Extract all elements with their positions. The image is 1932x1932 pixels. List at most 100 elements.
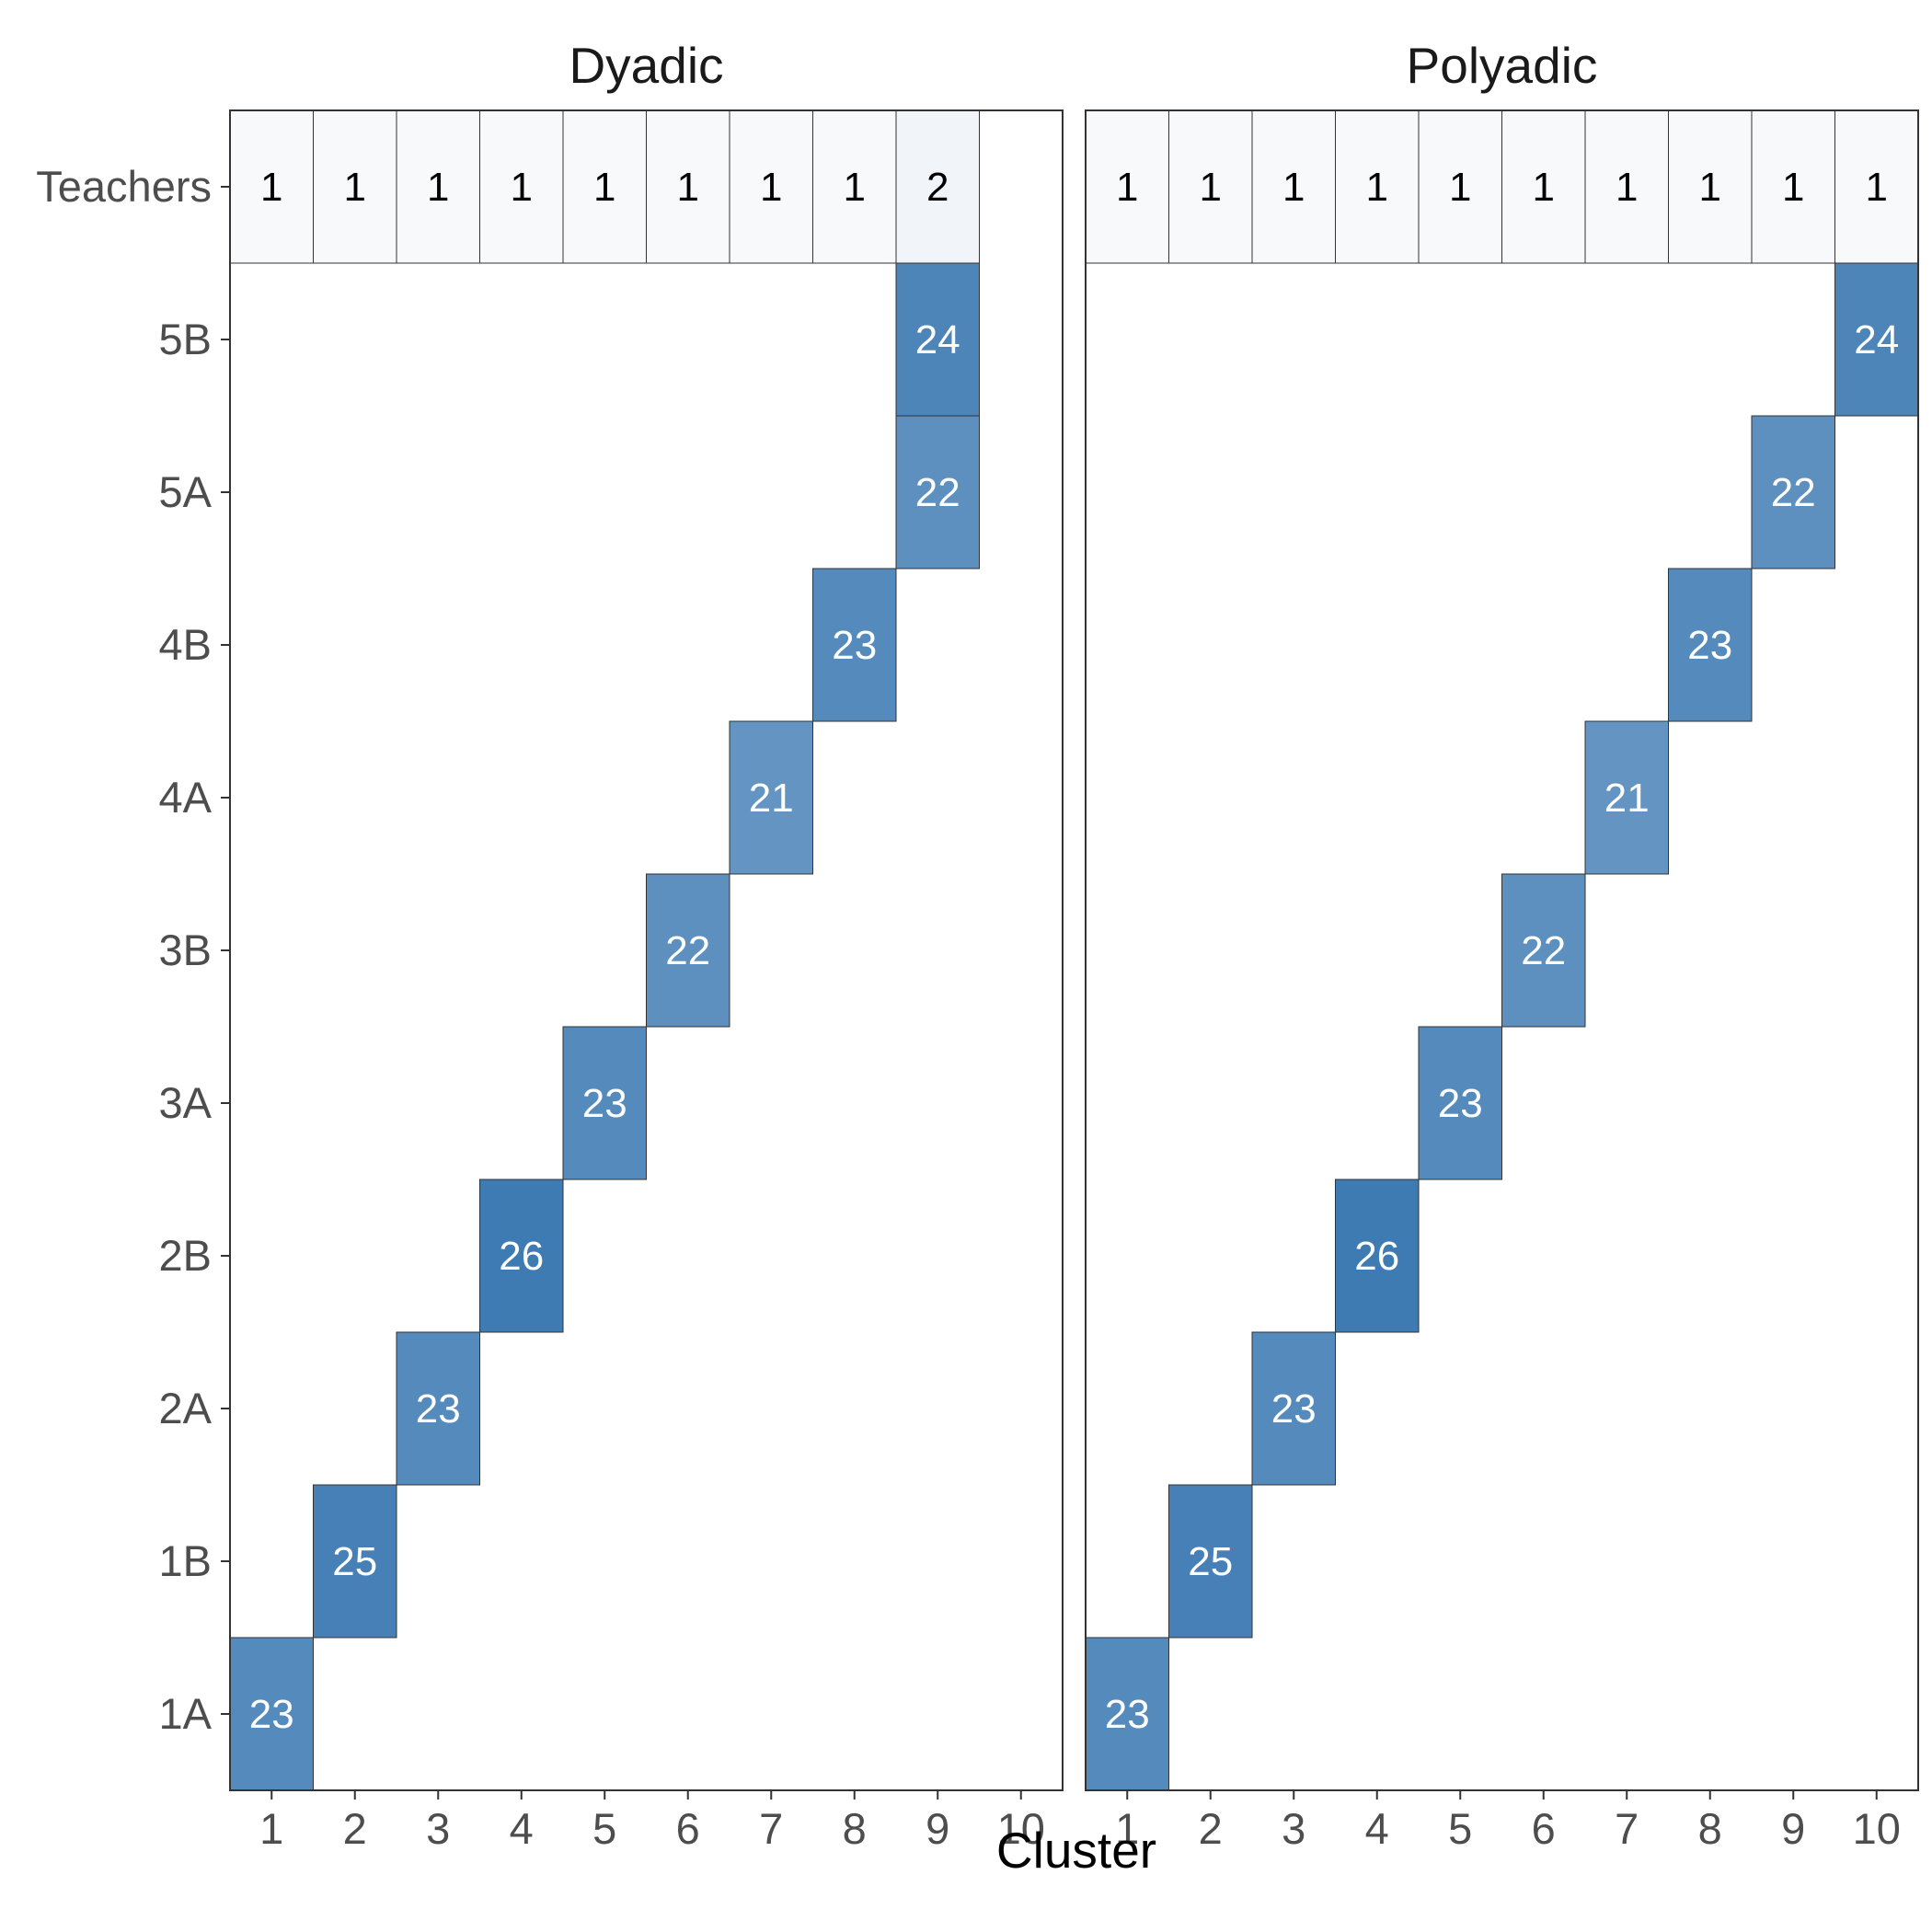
cell-value-label: 21 — [749, 776, 794, 821]
x-tick-label: 9 — [926, 1804, 949, 1853]
y-tick-label: 2A — [159, 1384, 213, 1432]
heatmap-cell — [1501, 109, 1586, 264]
cell-value-label: 23 — [1105, 1692, 1150, 1737]
x-axis-title: Cluster — [996, 1822, 1156, 1879]
cell-value-label: 1 — [1282, 165, 1305, 210]
x-tick-label: 7 — [759, 1804, 783, 1853]
heatmap-cell — [396, 109, 480, 264]
x-tick-label: 5 — [592, 1804, 616, 1853]
cell-value-label: 1 — [1616, 165, 1638, 210]
heatmap-cell — [1085, 1637, 1169, 1791]
cell-value-label: 1 — [511, 165, 533, 210]
heatmap-cell — [229, 1637, 314, 1791]
heatmap-cell — [562, 1026, 647, 1180]
cell-value-label: 23 — [832, 623, 877, 668]
heatmap-cell — [729, 720, 813, 875]
cell-value-label: 1 — [1866, 165, 1888, 210]
x-tick-label: 7 — [1615, 1804, 1639, 1853]
y-tick-label: 1B — [159, 1536, 213, 1585]
x-tick-label: 2 — [1199, 1804, 1223, 1853]
heatmap-cell — [895, 109, 980, 264]
x-tick-label: 10 — [997, 1804, 1045, 1853]
x-tick-label: 5 — [1448, 1804, 1472, 1853]
heatmap-cell — [646, 873, 730, 1028]
cell-value-label: 1 — [1699, 165, 1721, 210]
heatmap-cell — [1335, 1179, 1420, 1333]
x-tick-label: 9 — [1781, 1804, 1805, 1853]
heatmap-cell — [812, 109, 897, 264]
heatmap-cell — [1168, 109, 1253, 264]
x-tick-label: 4 — [1365, 1804, 1389, 1853]
cell-value-label: 23 — [1438, 1081, 1483, 1126]
cell-value-label: 23 — [1271, 1386, 1317, 1432]
cell-value-label: 1 — [844, 165, 866, 210]
x-tick-label: 4 — [510, 1804, 534, 1853]
y-tick-label: 5A — [159, 467, 213, 516]
cell-value-label: 24 — [1854, 317, 1899, 362]
cell-value-label: 1 — [260, 165, 282, 210]
heatmap-cell — [1418, 1026, 1502, 1180]
cell-value-label: 23 — [1687, 623, 1732, 668]
cell-value-label: 23 — [249, 1692, 294, 1737]
cell-value-label: 1 — [593, 165, 615, 210]
x-tick-label: 8 — [1698, 1804, 1722, 1853]
cell-value-label: 22 — [665, 928, 710, 973]
cell-value-label: 1 — [677, 165, 699, 210]
cell-value-label: 1 — [1200, 165, 1222, 210]
heatmap-cell — [1251, 109, 1336, 264]
cell-value-label: 1 — [760, 165, 782, 210]
x-tick-label: 6 — [676, 1804, 700, 1853]
cell-value-label: 23 — [582, 1081, 627, 1126]
facet-title: Dyadic — [569, 37, 723, 94]
cell-value-label: 22 — [915, 470, 960, 515]
cell-value-label: 1 — [1533, 165, 1555, 210]
heatmap-cell — [1085, 109, 1169, 264]
x-tick-label: 8 — [843, 1804, 867, 1853]
heatmap-cell — [479, 1179, 564, 1333]
cell-value-label: 1 — [1366, 165, 1388, 210]
heatmap-cell — [1751, 415, 1835, 569]
y-tick-label: 4A — [159, 773, 213, 822]
heatmap-cell — [479, 109, 564, 264]
heatmap-cell — [812, 568, 897, 722]
y-tick-label: 1A — [159, 1689, 213, 1738]
heatmap-cell — [895, 415, 980, 569]
cell-value-label: 1 — [427, 165, 449, 210]
y-tick-label: 3A — [159, 1078, 213, 1127]
heatmap-cell — [1335, 109, 1420, 264]
heatmap-cell — [895, 262, 980, 417]
heatmap-cell — [1584, 720, 1669, 875]
cell-value-label: 1 — [1449, 165, 1471, 210]
y-tick-label: 5B — [159, 315, 213, 363]
cell-value-label: 26 — [1354, 1234, 1399, 1279]
y-tick-label: 2B — [159, 1231, 213, 1280]
cell-value-label: 24 — [915, 317, 960, 362]
y-tick-label: 3B — [159, 926, 213, 974]
cell-value-label: 26 — [499, 1234, 544, 1279]
heatmap-cell — [1834, 262, 1919, 417]
cell-value-label: 1 — [344, 165, 366, 210]
cell-value-label: 2 — [926, 165, 949, 210]
heatmap-cell — [1501, 873, 1586, 1028]
cell-value-label: 1 — [1116, 165, 1138, 210]
heatmap-cell — [313, 1484, 397, 1639]
heatmap-cell — [646, 109, 730, 264]
x-tick-label: 3 — [1282, 1804, 1305, 1853]
cell-value-label: 21 — [1604, 776, 1650, 821]
facet-title: Polyadic — [1407, 37, 1598, 94]
heatmap-cell — [729, 109, 813, 264]
x-tick-label: 6 — [1532, 1804, 1556, 1853]
heatmap-cell — [1751, 109, 1835, 264]
x-tick-label: 1 — [1115, 1804, 1139, 1853]
heatmap-cell — [1668, 568, 1753, 722]
y-tick-label: 4B — [159, 620, 213, 669]
heatmap-cell — [1418, 109, 1502, 264]
x-tick-label: 10 — [1853, 1804, 1901, 1853]
cell-value-label: 25 — [1188, 1539, 1233, 1584]
heatmap-cell — [229, 109, 314, 264]
cell-value-label: 25 — [332, 1539, 377, 1584]
heatmap-cell — [1168, 1484, 1253, 1639]
